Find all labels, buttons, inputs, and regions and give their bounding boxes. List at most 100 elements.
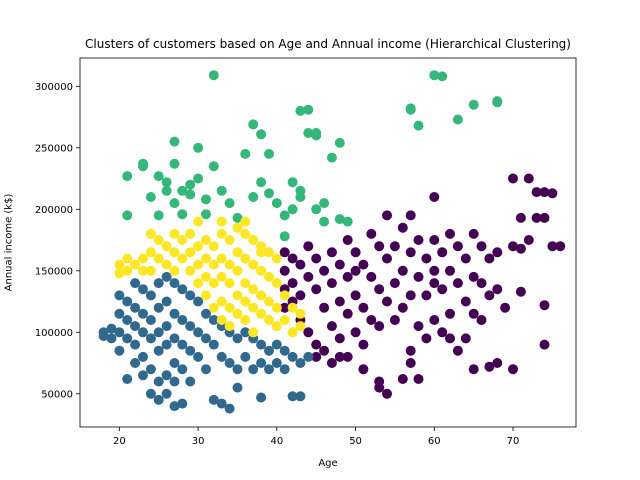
- data-point: [224, 403, 235, 414]
- data-point: [452, 278, 463, 289]
- data-point: [500, 302, 511, 313]
- data-point: [295, 290, 306, 301]
- y-axis: 50000 100000 150000 200000 250000 300000: [35, 82, 80, 400]
- data-point: [295, 105, 306, 116]
- data-point: [326, 247, 337, 258]
- data-point: [240, 315, 251, 325]
- data-point: [334, 137, 345, 148]
- data-point: [208, 161, 219, 172]
- data-point: [547, 241, 558, 252]
- data-point: [295, 358, 306, 368]
- data-point: [429, 265, 440, 276]
- data-point: [311, 351, 322, 362]
- data-point: [122, 333, 133, 344]
- data-point: [153, 394, 164, 405]
- data-point: [177, 209, 188, 220]
- data-point: [240, 228, 251, 239]
- data-point: [287, 327, 298, 338]
- data-point: [224, 259, 235, 270]
- data-point: [114, 290, 125, 301]
- data-point: [216, 228, 227, 239]
- data-point: [193, 296, 204, 307]
- data-point: [374, 284, 385, 295]
- data-point: [264, 148, 274, 159]
- data-point: [216, 271, 227, 282]
- data-point: [531, 187, 542, 198]
- data-point: [271, 302, 282, 313]
- data-point: [201, 364, 211, 375]
- data-point: [279, 364, 290, 375]
- data-point: [232, 290, 243, 301]
- data-point: [279, 265, 290, 276]
- data-point: [515, 212, 526, 223]
- data-point: [185, 290, 196, 301]
- data-point: [303, 271, 314, 282]
- data-point: [264, 315, 274, 325]
- data-point: [271, 321, 282, 332]
- data-point: [468, 364, 479, 375]
- x-tick-label: 20: [113, 436, 126, 447]
- data-point: [216, 351, 227, 362]
- data-point: [295, 321, 306, 332]
- data-point: [169, 333, 180, 344]
- data-point: [287, 278, 298, 289]
- data-point: [445, 308, 455, 319]
- data-point: [350, 265, 361, 276]
- data-point: [193, 216, 204, 227]
- data-point: [413, 235, 424, 245]
- y-axis-label: Annual income (k$): [4, 194, 15, 292]
- data-point: [145, 247, 156, 258]
- data-point: [208, 241, 219, 252]
- data-point: [334, 259, 345, 270]
- data-point: [264, 364, 274, 375]
- data-point: [326, 321, 337, 332]
- data-point: [145, 388, 156, 399]
- data-point: [264, 296, 274, 307]
- data-point: [515, 243, 526, 254]
- data-point: [397, 374, 408, 384]
- data-point: [492, 284, 503, 295]
- data-point: [201, 253, 211, 264]
- data-point: [232, 212, 243, 223]
- data-point: [421, 253, 432, 264]
- data-point: [468, 99, 479, 110]
- data-point: [476, 315, 487, 325]
- data-point: [264, 271, 274, 282]
- data-point: [138, 308, 148, 319]
- data-point: [334, 351, 345, 362]
- data-point: [185, 376, 196, 387]
- data-point: [256, 290, 267, 301]
- data-point: [201, 290, 211, 301]
- data-point: [161, 259, 172, 270]
- data-point: [208, 259, 219, 270]
- data-point: [201, 235, 211, 245]
- data-point: [177, 398, 188, 409]
- data-point: [130, 321, 141, 332]
- y-tick-label: 100000: [35, 328, 73, 339]
- data-point: [224, 358, 235, 368]
- data-point: [153, 327, 164, 338]
- data-point: [169, 401, 180, 412]
- data-point: [224, 321, 235, 332]
- data-point: [295, 259, 306, 270]
- data-point: [138, 351, 148, 362]
- data-point: [468, 308, 479, 319]
- data-point: [256, 129, 267, 140]
- data-point: [358, 302, 369, 313]
- data-point: [161, 241, 172, 252]
- data-point: [177, 364, 188, 375]
- data-point: [523, 173, 534, 184]
- data-point: [397, 265, 408, 276]
- data-point: [106, 323, 117, 334]
- data-point: [153, 278, 164, 289]
- data-point: [193, 142, 204, 153]
- data-point: [224, 198, 235, 209]
- data-point: [429, 315, 440, 325]
- data-point: [374, 241, 385, 252]
- x-tick-label: 40: [270, 436, 283, 447]
- data-point: [232, 382, 243, 393]
- data-point: [405, 290, 416, 301]
- data-point: [145, 228, 156, 239]
- data-point: [342, 271, 353, 282]
- data-point: [374, 382, 385, 393]
